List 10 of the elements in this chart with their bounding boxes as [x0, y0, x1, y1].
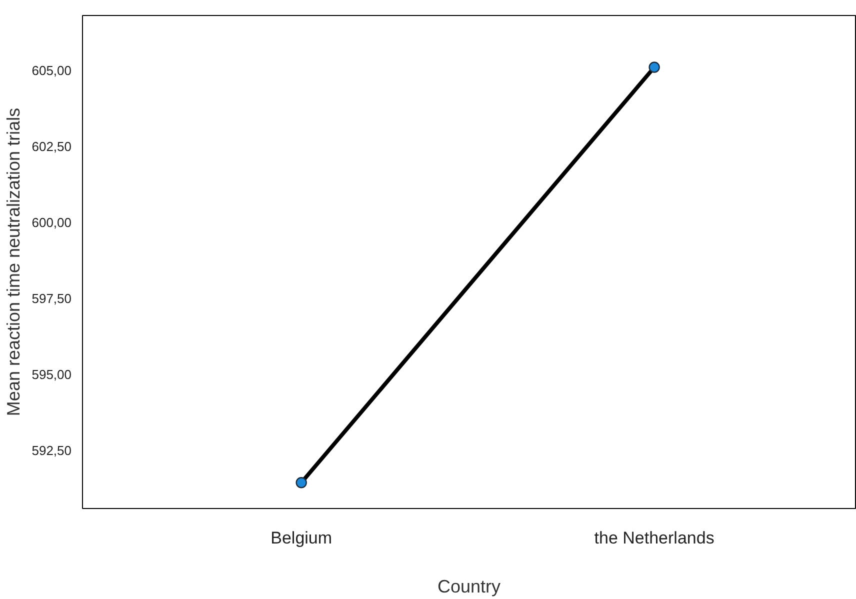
y-tick-label: 600,00 — [32, 214, 72, 230]
y-tick-label: 602,50 — [32, 138, 72, 154]
x-axis-title: Country — [437, 576, 501, 596]
x-tick-label: the Netherlands — [594, 528, 714, 548]
y-tick-label: 605,00 — [32, 62, 72, 78]
y-tick-label: 597,50 — [32, 291, 72, 306]
y-tick-label: 592,50 — [32, 443, 72, 458]
y-axis-title: Mean reaction time neutralization trials — [4, 108, 24, 416]
x-tick-label: Belgium — [270, 528, 332, 548]
y-tick-label: 595,00 — [32, 367, 72, 382]
